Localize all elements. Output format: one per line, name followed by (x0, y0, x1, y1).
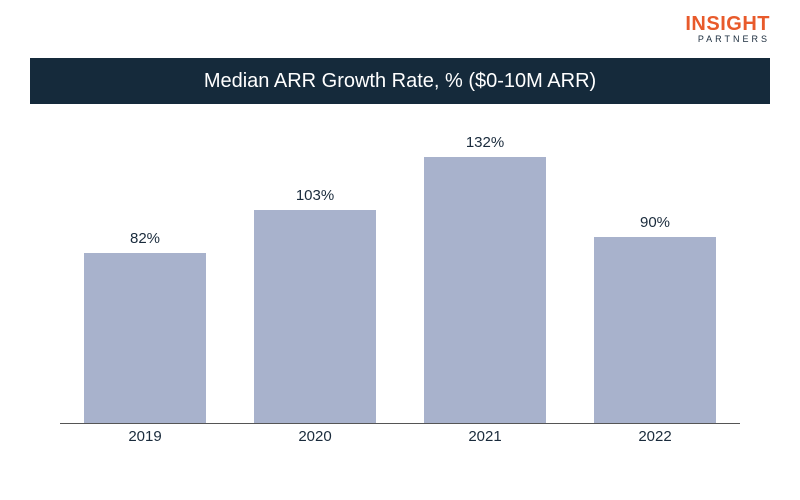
bar-slot: 82% (60, 134, 230, 423)
bars-container: 82% 103% 132% 90% (60, 134, 740, 424)
bar-value-label: 132% (466, 134, 504, 151)
x-axis-label: 2021 (400, 428, 570, 450)
bar-slot: 103% (230, 134, 400, 423)
x-axis-label: 2020 (230, 428, 400, 450)
bar (424, 157, 546, 423)
x-axis-labels: 2019202020212022 (60, 428, 740, 450)
chart-title-bar: Median ARR Growth Rate, % ($0-10M ARR) (30, 58, 770, 104)
logo-main-text: INSIGHT (685, 14, 770, 34)
bar (84, 253, 206, 423)
logo-sub-text: PARTNERS (685, 35, 770, 44)
bar-value-label: 103% (296, 187, 334, 204)
bar (254, 210, 376, 423)
brand-logo: INSIGHT PARTNERS (685, 14, 770, 44)
bar-value-label: 90% (640, 214, 670, 231)
bar-slot: 132% (400, 134, 570, 423)
bar-slot: 90% (570, 134, 740, 423)
x-axis-label: 2022 (570, 428, 740, 450)
bar-chart: 82% 103% 132% 90% 2019202020212022 (60, 130, 740, 450)
chart-title: Median ARR Growth Rate, % ($0-10M ARR) (204, 70, 596, 93)
bar (594, 237, 716, 423)
bar-value-label: 82% (130, 230, 160, 247)
x-axis-label: 2019 (60, 428, 230, 450)
